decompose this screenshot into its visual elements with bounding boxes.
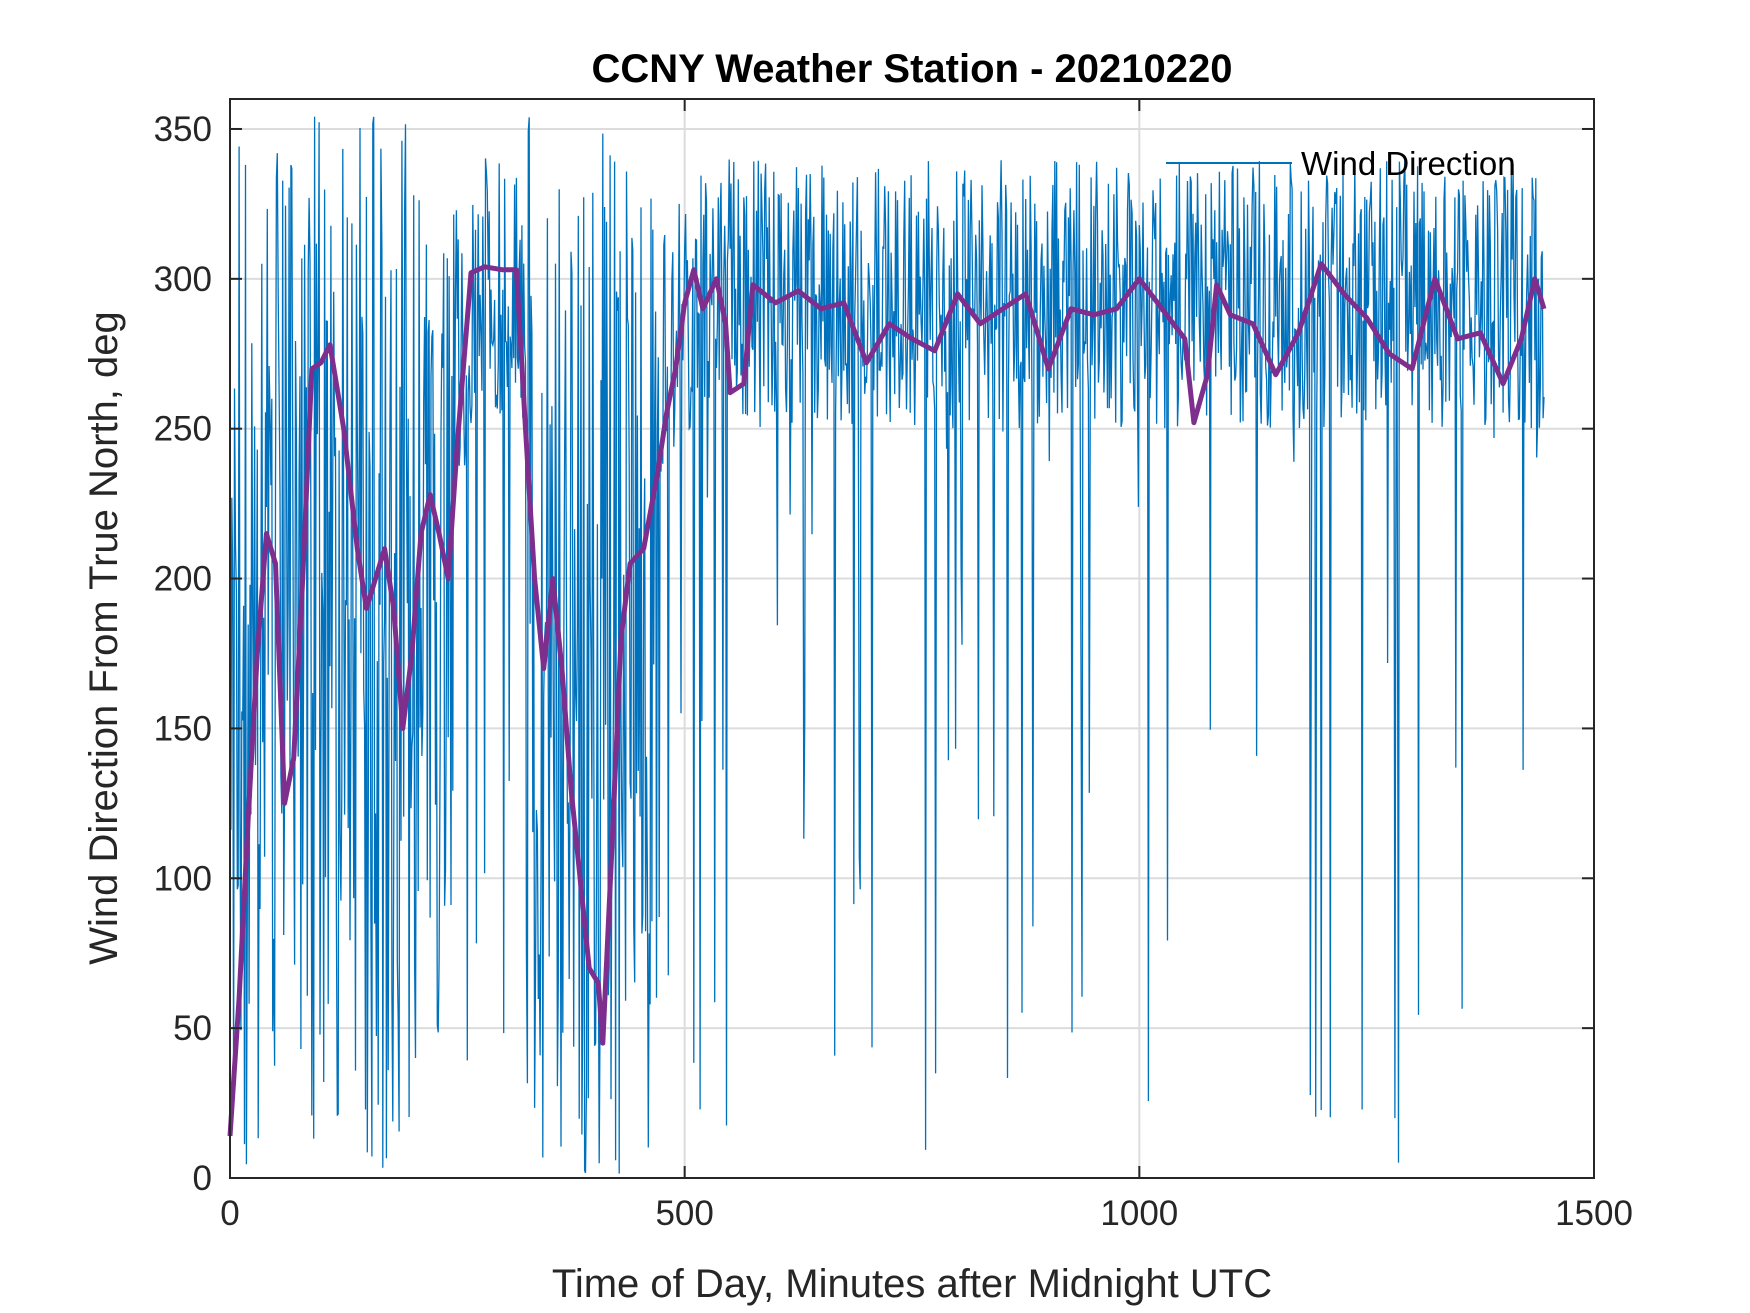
x-axis-label: Time of Day, Minutes after Midnight UTC xyxy=(552,1262,1272,1306)
series-layer xyxy=(227,116,1547,1174)
axis-ticks: 0 500 1000 1500 0 50 100 150 200 250 300 350 xyxy=(154,99,1633,1233)
y-tick-label: 250 xyxy=(154,410,212,449)
y-tick-label: 350 xyxy=(154,110,212,149)
series-line-smoothed xyxy=(227,261,1547,1137)
y-tick-label: 200 xyxy=(154,560,212,599)
y-axis-label: Wind Direction From True North, deg xyxy=(82,311,126,965)
y-tick-label: 50 xyxy=(173,1009,212,1048)
series-line-wind-direction xyxy=(229,116,1545,1174)
y-tick-label: 300 xyxy=(154,260,212,299)
legend: Wind Direction xyxy=(1166,145,1516,182)
x-tick-label: 1500 xyxy=(1555,1194,1633,1233)
chart-title: CCNY Weather Station - 20210220 xyxy=(592,47,1233,91)
legend-label-wind-direction: Wind Direction xyxy=(1301,145,1516,182)
x-tick-label: 1000 xyxy=(1100,1194,1178,1233)
axes-box xyxy=(229,98,1595,1179)
y-tick-label: 0 xyxy=(193,1159,212,1198)
y-tick-label: 100 xyxy=(154,859,212,898)
x-tick-label: 0 xyxy=(220,1194,239,1233)
y-tick-label: 150 xyxy=(154,709,212,748)
x-tick-label: 500 xyxy=(655,1194,713,1233)
